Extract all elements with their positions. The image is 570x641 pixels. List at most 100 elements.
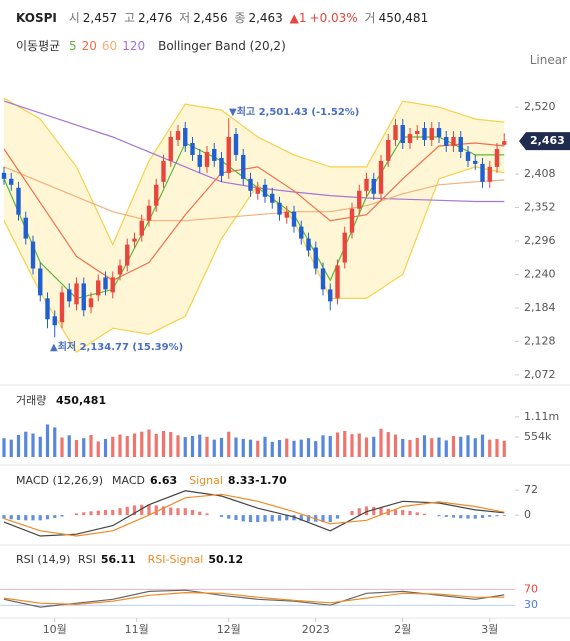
candle-body [59, 292, 65, 323]
panel-title: 거래량 [16, 394, 46, 407]
macd-histogram [82, 512, 86, 516]
macd-histogram [9, 515, 13, 520]
y-tick-label: 2,240 [524, 267, 556, 280]
price-marker [519, 132, 570, 151]
macd-histogram [176, 508, 180, 516]
volume-bar [2, 438, 6, 457]
panel-value: 450,481 [56, 394, 106, 407]
candle-body [74, 283, 79, 305]
candle-body [154, 184, 159, 206]
macd-histogram [277, 515, 282, 521]
change: ▲1 [289, 11, 307, 25]
volume-bar [292, 440, 296, 457]
candle-body [226, 137, 231, 173]
volume-bar [53, 427, 57, 457]
volume-bar [430, 438, 434, 457]
macd-histogram [299, 515, 303, 521]
annotation-max: ▼최고 2,501.43 (-1.52%) [229, 105, 359, 118]
volume-bar [459, 436, 463, 457]
quote-label: 종 [234, 11, 246, 25]
volume-bar [82, 438, 86, 457]
candle-body [386, 139, 391, 161]
macd-histogram [16, 515, 21, 520]
macd-histogram [198, 511, 202, 516]
volume-bar [118, 434, 122, 457]
candle-body [320, 268, 326, 290]
x-tick-label: 3월 [481, 623, 498, 636]
macd-histogram [103, 509, 108, 516]
macd-histogram [60, 515, 64, 517]
volume-bar [161, 430, 166, 457]
candle-body [132, 238, 137, 242]
candle-body [306, 238, 311, 251]
scale-type[interactable]: Linear [529, 53, 567, 67]
legend-item[interactable]: 120 [122, 39, 146, 53]
macd-histogram [285, 515, 289, 521]
candle-body [96, 280, 101, 296]
candle-body [436, 128, 442, 138]
macd-histogram [480, 515, 485, 518]
legend-label: Signal [189, 474, 223, 487]
volume-bar [241, 438, 245, 457]
volume-bar [154, 433, 158, 457]
volume-bar [96, 441, 100, 457]
macd-histogram [488, 515, 492, 517]
candle-body [248, 178, 253, 191]
candle-body [494, 148, 500, 167]
volume-bar [183, 437, 187, 457]
legend-value: 8.33 [228, 474, 255, 487]
macd-histogram [408, 510, 412, 516]
y-tick-label: 2,352 [524, 201, 556, 214]
candle-body [183, 128, 188, 146]
legend-item[interactable]: Bollinger Band (20,2) [158, 39, 286, 53]
candle-body [299, 226, 304, 239]
y-tick-label: 2,184 [524, 301, 556, 314]
legend-value: 56.11 [101, 553, 136, 566]
macd-histogram [350, 510, 354, 516]
macd-histogram [379, 507, 383, 516]
candle-body [52, 316, 57, 326]
candle-body [117, 265, 123, 275]
volume-bar [219, 437, 224, 457]
volume-bar [234, 437, 238, 457]
quote-label: 저 [179, 11, 191, 25]
macd-histogram [38, 515, 42, 521]
candle-body [197, 154, 202, 167]
candle-body [451, 137, 456, 146]
macd-histogram [161, 506, 166, 516]
legend-value: -1.70 [255, 474, 287, 487]
volume-bar [451, 436, 456, 457]
candle-body [444, 137, 449, 146]
candle-body [161, 160, 166, 182]
volume-bar [125, 436, 129, 457]
legend-item[interactable]: 20 [81, 39, 97, 53]
legend-item[interactable]: 5 [69, 39, 77, 53]
macd-histogram [169, 507, 173, 516]
volume-bar [422, 435, 427, 457]
volume-bar [45, 424, 50, 457]
volume-bar [9, 439, 13, 457]
macd-histogram [154, 505, 158, 516]
ma-title: 이동평균 [16, 39, 61, 53]
legend-item[interactable]: 60 [101, 39, 118, 53]
volume-bar [379, 428, 383, 457]
x-tick-label: 11월 [125, 623, 149, 636]
volume-bar [328, 436, 332, 457]
y-tick-label: 554k [524, 430, 552, 443]
macd-histogram [140, 504, 144, 516]
volume-bar [473, 438, 477, 457]
candle-body [110, 277, 115, 293]
macd-histogram [111, 509, 115, 516]
candle-body [30, 241, 36, 269]
candle-body [190, 142, 195, 155]
volume-bar [314, 441, 318, 457]
quote-value: 2,456 [193, 11, 228, 25]
candle-body [473, 160, 478, 164]
quote-value: 2,457 [82, 11, 118, 25]
quote-label: 거 [364, 11, 376, 25]
candle-body [378, 160, 384, 194]
ma-line [3, 166, 505, 222]
volume-bar [263, 436, 267, 457]
candle-body [284, 211, 289, 218]
volume-bar [67, 435, 71, 457]
